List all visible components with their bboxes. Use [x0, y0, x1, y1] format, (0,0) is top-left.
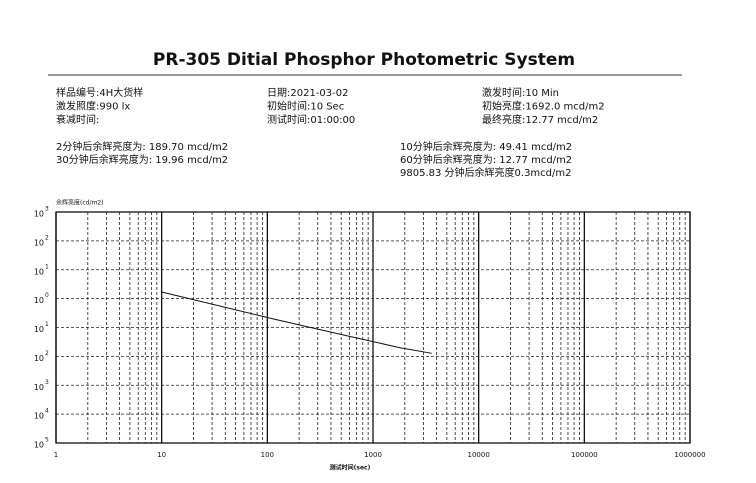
y-tick-exponent: 5 — [45, 437, 49, 444]
info-text: 衰减时间: — [56, 113, 99, 126]
x-tick-label: 1000000 — [674, 451, 705, 459]
result-text: 60分钟后余辉亮度为: 12.77 mcd/m2 — [400, 153, 572, 166]
result-text: 2分钟后余辉亮度为: 189.70 mcd/m2 — [56, 140, 228, 153]
y-tick-label: 10 — [34, 441, 44, 450]
y-tick-exponent: 4 — [45, 408, 49, 415]
y-tick-exponent: 3 — [45, 379, 49, 386]
plot-frame — [55, 211, 691, 444]
result-text: 9805.83 分钟后余辉亮度0.3mcd/m2 — [400, 166, 572, 179]
x-tick-label: 1 — [54, 451, 58, 459]
report-title: PR-305 Ditial Phosphor Photometric Syste… — [153, 50, 575, 70]
y-tick-exponent: 0 — [45, 292, 49, 299]
y-tick-exponent: 3 — [45, 206, 49, 213]
y-tick-label: 10 — [34, 267, 44, 276]
x-tick-label: 1000 — [364, 451, 382, 459]
y-tick-label: 10 — [34, 210, 44, 219]
x-tick-label: 100 — [261, 451, 274, 459]
y-tick-label: 10 — [34, 325, 44, 334]
y-tick-label: 10 — [34, 412, 44, 421]
x-tick-label: 100000 — [571, 451, 598, 459]
info-text: 初始时间:10 Sec — [267, 100, 344, 113]
y-axis-label: 余辉亮度(cd/m2) — [56, 199, 103, 207]
info-text: 激发时间:10 Min — [482, 86, 559, 99]
info-text: 激发照度:990 lx — [56, 100, 130, 113]
x-axis-label: 测试时间(sec) — [330, 464, 371, 472]
y-tick-exponent: 1 — [45, 263, 49, 270]
info-text: 测试时间:01:00:00 — [267, 113, 355, 126]
y-tick-exponent: 2 — [45, 350, 49, 357]
x-tick-label: 10 — [157, 451, 166, 459]
y-tick-label: 10 — [34, 354, 44, 363]
y-tick-exponent: 1 — [45, 321, 49, 328]
info-text: 最终亮度:12.77 mcd/m2 — [482, 113, 598, 126]
info-text: 日期:2021-03-02 — [267, 87, 348, 99]
y-tick-label: 10 — [34, 383, 44, 392]
y-tick-exponent: 2 — [45, 234, 49, 241]
result-text: 30分钟后余辉亮度为: 19.96 mcd/m2 — [56, 153, 228, 166]
x-tick-label: 10000 — [468, 451, 490, 459]
y-tick-label: 10 — [34, 238, 44, 247]
result-text: 10分钟后余辉亮度为: 49.41 mcd/m2 — [400, 140, 572, 153]
info-text: 初始亮度:1692.0 mcd/m2 — [482, 100, 605, 113]
info-text: 样品编号:4H大货样 — [56, 86, 143, 99]
y-tick-label: 10 — [34, 296, 44, 305]
decay-curve — [161, 291, 432, 354]
